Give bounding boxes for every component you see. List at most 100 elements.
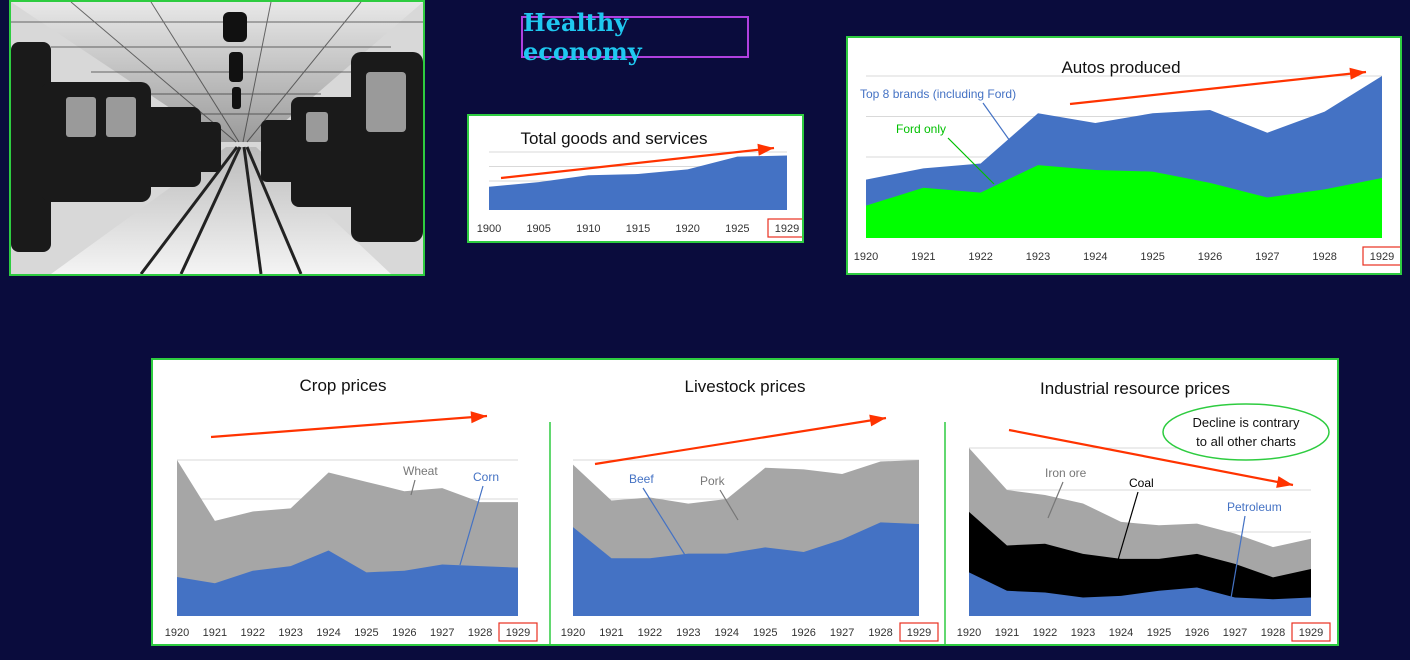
autos-series-label: Ford only	[896, 122, 946, 136]
crops-x-tick: 1927	[430, 627, 454, 639]
goods-x-tick: 1929	[775, 223, 799, 235]
industrial-series-label: Coal	[1129, 476, 1154, 490]
autos-chart-group: Autos produced 1920 1921 1922 1923 1924 1925 19…	[854, 58, 1402, 266]
autos-trend-arrow	[1069, 70, 1367, 106]
goods-area-series	[489, 155, 787, 210]
autos-x-tick: 1927	[1255, 251, 1279, 263]
livestock-x-tick: 1923	[676, 627, 700, 639]
livestock-highlight-box	[899, 622, 939, 642]
industrial-x-tick: 1926	[1185, 627, 1209, 639]
industrial-x-tick: 1924	[1109, 627, 1133, 639]
autos-chart-title: Autos produced	[1061, 58, 1180, 77]
assembly-line-photo	[9, 0, 425, 276]
goods-trend-arrow	[500, 146, 775, 180]
livestock-x-tick: 1921	[599, 627, 623, 639]
autos-x-tick: 1925	[1140, 251, 1164, 263]
industrial-x-tick: 1921	[995, 627, 1019, 639]
industrial-chart-title: Industrial resource prices	[1040, 379, 1230, 398]
livestock-x-tick: 1927	[830, 627, 854, 639]
crops-x-tick: 1928	[468, 627, 492, 639]
livestock-trend-arrow	[594, 416, 887, 466]
crops-series-label: Wheat	[403, 464, 438, 478]
industrial-leader-line	[1047, 481, 1064, 519]
contrary-note: Decline is contrary to all other charts	[1162, 403, 1330, 461]
goods-x-tick: 1920	[675, 223, 699, 235]
crops-x-tick: 1929	[506, 627, 530, 639]
livestock-x-tick: 1924	[715, 627, 739, 639]
livestock-chart-group: Livestock prices 1920 1921 1922 1923 1924 1925…	[561, 377, 939, 642]
livestock-x-tick: 1922	[638, 627, 662, 639]
livestock-leader-line	[719, 489, 739, 521]
livestock-area-beef	[573, 522, 919, 616]
autos-x-tick: 1929	[1370, 251, 1394, 263]
crops-area-corn	[177, 550, 518, 616]
industrial-trend-arrow	[1008, 428, 1294, 487]
livestock-leader-line	[642, 487, 686, 556]
livestock-x-tick: 1929	[907, 627, 931, 639]
crops-leader-line	[459, 485, 484, 566]
autos-x-tick: 1926	[1198, 251, 1222, 263]
livestock-trend-arrow-head	[869, 414, 886, 427]
note-ellipse	[1162, 403, 1330, 461]
autos-chart: Autos produced 1920 1921 1922 1923 1924 1925 19…	[854, 58, 1402, 266]
industrial-area-petroleum	[969, 572, 1311, 616]
page-title: Healthy economy	[521, 8, 749, 66]
prices-charts-panel: Crop prices 1920 1921 1922 1923 1924 1925 1926 1…	[151, 358, 1339, 646]
goods-chart-group: Total goods and services 1900 1905 1910 1915…	[477, 129, 807, 238]
note-text-line2: to all other charts	[1196, 434, 1296, 449]
goods-x-tick: 1915	[626, 223, 650, 235]
crops-x-tick: 1923	[278, 627, 302, 639]
industrial-highlight-box	[1291, 622, 1331, 642]
industrial-x-tick: 1923	[1071, 627, 1095, 639]
industrial-area-coal	[969, 511, 1311, 616]
livestock-series-label: Pork	[700, 474, 726, 488]
autos-x-tick: 1921	[911, 251, 935, 263]
industrial-x-tick: 1928	[1261, 627, 1285, 639]
autos-area-ford-only	[866, 165, 1382, 238]
goods-x-tick: 1905	[526, 223, 550, 235]
livestock-chart-title: Livestock prices	[685, 377, 806, 396]
livestock-x-tick: 1920	[561, 627, 585, 639]
crops-highlight-box	[498, 622, 538, 642]
livestock-series-label: Beef	[629, 472, 654, 486]
crops-x-tick: 1924	[316, 627, 340, 639]
industrial-x-tick: 1927	[1223, 627, 1247, 639]
crops-trend-arrow-head	[470, 411, 487, 424]
crops-trend-arrow	[210, 414, 488, 439]
crops-x-tick: 1922	[241, 627, 265, 639]
note-text-line1: Decline is contrary	[1193, 415, 1300, 430]
livestock-x-tick: 1928	[868, 627, 892, 639]
livestock-x-tick: 1925	[753, 627, 777, 639]
autos-x-tick: 1923	[1026, 251, 1050, 263]
crops-x-tick: 1926	[392, 627, 416, 639]
prices-charts: Crop prices 1920 1921 1922 1923 1924 1925 1926 1…	[165, 376, 1331, 644]
autos-leader-line	[982, 102, 1011, 142]
goods-x-tick: 1925	[725, 223, 749, 235]
goods-chart-title: Total goods and services	[520, 129, 707, 148]
crops-x-tick: 1921	[203, 627, 227, 639]
crops-leader-line	[410, 479, 416, 496]
industrial-series-label: Iron ore	[1045, 466, 1087, 480]
goods-chart: Total goods and services 1900 1905 1910 1915…	[477, 129, 807, 238]
autos-series-label: Top 8 brands (including Ford)	[860, 87, 1016, 101]
autos-x-tick: 1922	[968, 251, 992, 263]
industrial-x-tick: 1922	[1033, 627, 1057, 639]
autos-trend-arrow-head	[1349, 67, 1366, 80]
industrial-series-label: Petroleum	[1227, 500, 1282, 514]
assembly-line-illustration	[11, 2, 423, 274]
goods-trend-arrow-head	[757, 143, 774, 156]
industrial-x-tick: 1920	[957, 627, 981, 639]
autos-chart-panel: Autos produced 1920 1921 1922 1923 1924 1925 19…	[846, 36, 1402, 275]
crops-chart-group: Crop prices 1920 1921 1922 1923 1924 1925 1926 1…	[165, 376, 538, 642]
industrial-chart-group: Industrial resource prices 1920 1921 1922 19…	[957, 379, 1331, 642]
crops-x-tick: 1925	[354, 627, 378, 639]
industrial-leader-line	[1230, 515, 1246, 599]
autos-x-tick: 1924	[1083, 251, 1107, 263]
industrial-x-tick: 1925	[1147, 627, 1171, 639]
crops-chart-title: Crop prices	[300, 376, 387, 395]
autos-leader-line	[947, 137, 995, 185]
livestock-x-tick: 1926	[791, 627, 815, 639]
crops-series-label: Corn	[473, 470, 499, 484]
crops-x-tick: 1920	[165, 627, 189, 639]
goods-x-tick: 1910	[576, 223, 600, 235]
